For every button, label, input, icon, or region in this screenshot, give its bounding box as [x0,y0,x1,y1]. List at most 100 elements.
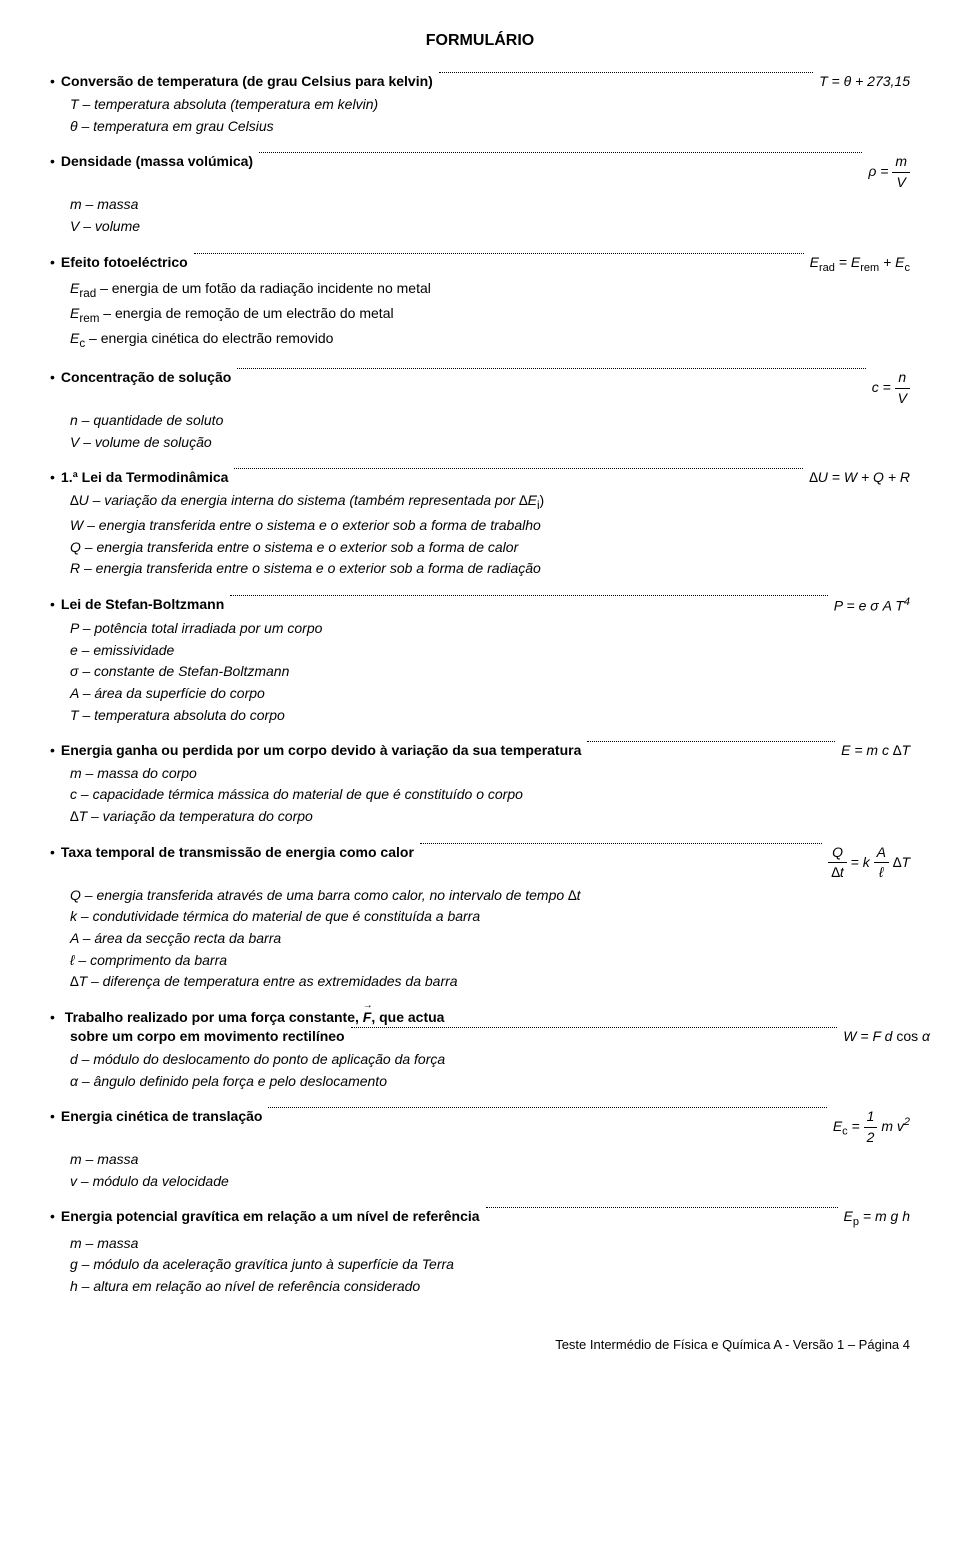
leader-dots [237,368,865,369]
definition: g – módulo da aceleração gravítica junto… [70,1255,910,1275]
formula-entry: • Energia ganha ou perdida por um corpo … [50,741,910,826]
definition: Q – energia transferida entre o sistema … [70,538,910,558]
formula-entry: • Conversão de temperatura (de grau Cels… [50,72,910,136]
leader-dots [268,1107,826,1108]
definition: k – condutividade térmica do material de… [70,907,910,927]
definition: T – temperatura absoluta (temperatura em… [70,95,910,115]
formula-entry: • 1.ª Lei da Termodinâmica ∆U = W + Q + … [50,468,910,579]
definition: Erem – energia de remoção de um electrão… [70,304,910,327]
definition: θ – temperatura em grau Celsius [70,117,910,137]
leader-dots [234,468,803,469]
definition: Ec – energia cinética do electrão removi… [70,329,910,352]
definitions: m – massa V – volume [70,195,910,236]
definition: A – área da superfície do corpo [70,684,910,704]
bullet: • [50,152,55,172]
formula-entry: • Taxa temporal de transmissão de energi… [50,843,910,992]
definitions: d – módulo do deslocamento do ponto de a… [70,1050,910,1091]
definition: ∆U – variação da energia interna do sist… [70,491,910,514]
definitions: n – quantidade de soluto V – volume de s… [70,411,910,452]
formula: Ec = 12 m v2 [833,1107,910,1147]
leader-dots [259,152,862,153]
definition: σ – constante de Stefan-Boltzmann [70,662,910,682]
definition: Erad – energia de um fotão da radiação i… [70,279,910,302]
entry-name-line2: sobre um corpo em movimento rectilíneo [70,1027,345,1047]
formula: ∆U = W + Q + R [809,468,910,488]
definitions: m – massa g – módulo da aceleração graví… [70,1234,910,1297]
formula-entry: • Energia potencial gravítica em relação… [50,1207,910,1296]
definition: n – quantidade de soluto [70,411,910,431]
entry-name: 1.ª Lei da Termodinâmica [61,468,229,488]
formula-entry: • Efeito fotoeléctrico Erad = Erem + Ec … [50,253,910,353]
definition: ∆T – variação da temperatura do corpo [70,807,910,827]
formula: T = θ + 273,15 [819,72,910,92]
definition: α – ângulo definido pela força e pelo de… [70,1072,910,1092]
leader-dots [230,595,828,596]
leader-dots [351,1027,838,1028]
entry-name: Efeito fotoeléctrico [61,253,188,273]
definition: ∆T – diferença de temperatura entre as e… [70,972,910,992]
entry-name: Concentração de solução [61,368,231,388]
entry-name: Taxa temporal de transmissão de energia … [61,843,414,863]
definitions: P – potência total irradiada por um corp… [70,619,910,725]
definition: ℓ – comprimento da barra [70,951,910,971]
formula-entry: • Energia cinética de translação Ec = 12… [50,1107,910,1191]
leader-dots [420,843,822,844]
definition: A – área da secção recta da barra [70,929,910,949]
definitions: m – massa v – módulo da velocidade [70,1150,910,1191]
bullet: • [50,595,55,615]
entry-name: Densidade (massa volúmica) [61,152,253,172]
definition: m – massa [70,1150,910,1170]
entry-name: Energia cinética de translação [61,1107,263,1127]
leader-dots [194,253,804,254]
entry-name: Energia ganha ou perdida por um corpo de… [61,741,581,761]
definition: P – potência total irradiada por um corp… [70,619,910,639]
leader-dots [439,72,813,73]
formula-entry: • Densidade (massa volúmica) ρ = mV m – … [50,152,910,236]
definition: c – capacidade térmica mássica do materi… [70,785,910,805]
entry-name: Lei de Stefan-Boltzmann [61,595,224,615]
formula: Erad = Erem + Ec [810,253,910,276]
definition: m – massa do corpo [70,764,910,784]
formula: c = nV [872,368,910,408]
definition: V – volume [70,217,910,237]
bullet: • [50,843,55,863]
formula-entry: • Lei de Stefan-Boltzmann P = e σ A T4 P… [50,595,910,725]
definition: T – temperatura absoluta do corpo [70,706,910,726]
formula: Ep = m g h [844,1207,910,1230]
bullet: • [50,741,55,761]
definition: W – energia transferida entre o sistema … [70,516,910,536]
formula: W = F d cos α [843,1027,930,1047]
bullet: • [50,72,55,92]
definition: d – módulo do deslocamento do ponto de a… [70,1050,910,1070]
definition: m – massa [70,195,910,215]
definitions: Q – energia transferida através de uma b… [70,886,910,992]
definitions: Erad – energia de um fotão da radiação i… [70,279,910,352]
entry-name-line1: Trabalho realizado por uma força constan… [65,1009,445,1025]
formula: E = m c ∆T [841,741,910,761]
definitions: T – temperatura absoluta (temperatura em… [70,95,910,136]
bullet: • [50,468,55,488]
definitions: m – massa do corpo c – capacidade térmic… [70,764,910,827]
bullet: • [50,368,55,388]
entry-name: Conversão de temperatura (de grau Celsiu… [61,72,433,92]
formula: ρ = mV [868,152,910,192]
formula-entry: • Trabalho realizado por uma força const… [50,1008,910,1091]
definition: m – massa [70,1234,910,1254]
definitions: ∆U – variação da energia interna do sist… [70,491,910,579]
definition: R – energia transferida entre o sistema … [70,559,910,579]
formula-entry: • Concentração de solução c = nV n – qua… [50,368,910,452]
definition: e – emissividade [70,641,910,661]
page-title: FORMULÁRIO [50,30,910,52]
page-footer: Teste Intermédio de Física e Química A -… [50,1336,910,1354]
bullet: • [50,1107,55,1127]
definition: h – altura em relação ao nível de referê… [70,1277,910,1297]
entry-name: Energia potencial gravítica em relação a… [61,1207,480,1227]
bullet: • [50,1207,55,1227]
vector-arrow-icon: → [363,999,372,1013]
formula: Q∆t = k Aℓ ∆T [828,843,910,883]
formula: P = e σ A T4 [834,595,910,616]
leader-dots [486,1207,838,1208]
definition: Q – energia transferida através de uma b… [70,886,910,906]
definition: v – módulo da velocidade [70,1172,910,1192]
definition: V – volume de solução [70,433,910,453]
